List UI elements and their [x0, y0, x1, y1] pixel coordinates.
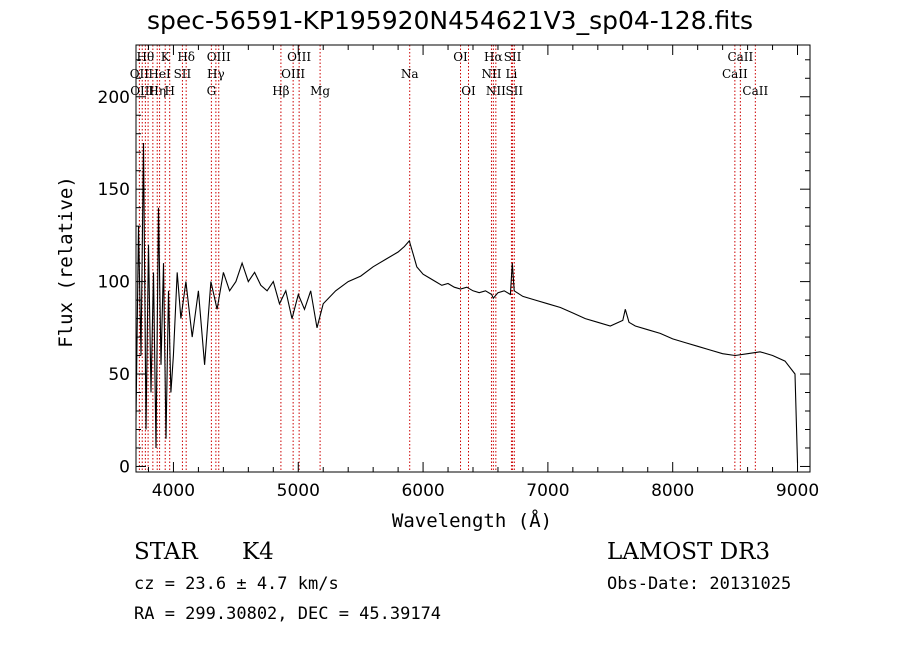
line-label: Hη [148, 84, 166, 98]
line-label: OIII [281, 67, 305, 81]
x-tick-label: 8000 [651, 481, 694, 501]
object-class: STAR [134, 539, 198, 565]
spectrum-line [135, 142, 799, 463]
line-label: Hθ [137, 50, 155, 64]
line-label: NII [486, 84, 506, 98]
line-label: CaII [722, 67, 748, 81]
line-label: Hβ [272, 84, 289, 98]
y-tick-label: 150 [98, 180, 130, 200]
coordinates: RA = 299.30802, DEC = 45.39174 [134, 604, 442, 624]
line-label: OII [130, 67, 150, 81]
x-tick-label: 6000 [401, 481, 444, 501]
x-tick-label: 5000 [277, 481, 320, 501]
x-tick-label: 4000 [152, 481, 195, 501]
x-tick-label: 9000 [776, 481, 819, 501]
line-label: OIII [287, 50, 311, 64]
line-label: CaII [742, 84, 768, 98]
line-label: NII [481, 67, 501, 81]
y-tick-label: 100 [98, 273, 130, 293]
y-axis-label: Flux (relative) [55, 176, 77, 348]
line-label: Li [506, 67, 518, 81]
line-label: OI [453, 50, 468, 64]
x-tick-label: 7000 [526, 481, 569, 501]
line-label: SII [504, 50, 522, 64]
line-label: SII [174, 67, 192, 81]
y-tick-label: 200 [98, 88, 130, 108]
line-label: OIII [207, 50, 231, 64]
line-label: Hα [484, 50, 503, 64]
line-label: Hδ [177, 50, 195, 64]
chart-title: spec-56591-KP195920N454621V3_sp04-128.fi… [146, 6, 754, 35]
redshift-text: cz = 23.6 ± 4.7 km/s [134, 574, 339, 594]
survey-name: LAMOST DR3 [607, 539, 771, 565]
x-axis-label: Wavelength (Å) [391, 510, 553, 532]
line-label: OIII [130, 84, 154, 98]
line-label: OI [461, 84, 476, 98]
y-tick-label: 50 [108, 365, 130, 385]
line-label: Na [401, 67, 419, 81]
line-label: CaII [727, 50, 753, 64]
line-label: Mg [310, 84, 330, 98]
line-label: Hγ [207, 67, 225, 81]
obs-date: Obs-Date: 20131025 [607, 574, 792, 594]
line-label: H [164, 84, 174, 98]
line-label: HeI [148, 67, 171, 81]
spectral-subclass: K4 [242, 539, 274, 565]
line-label: G [207, 84, 217, 98]
line-label: K [161, 50, 171, 64]
plot-frame [135, 44, 811, 473]
line-label: SII [505, 84, 523, 98]
y-tick-label: 0 [119, 457, 130, 477]
